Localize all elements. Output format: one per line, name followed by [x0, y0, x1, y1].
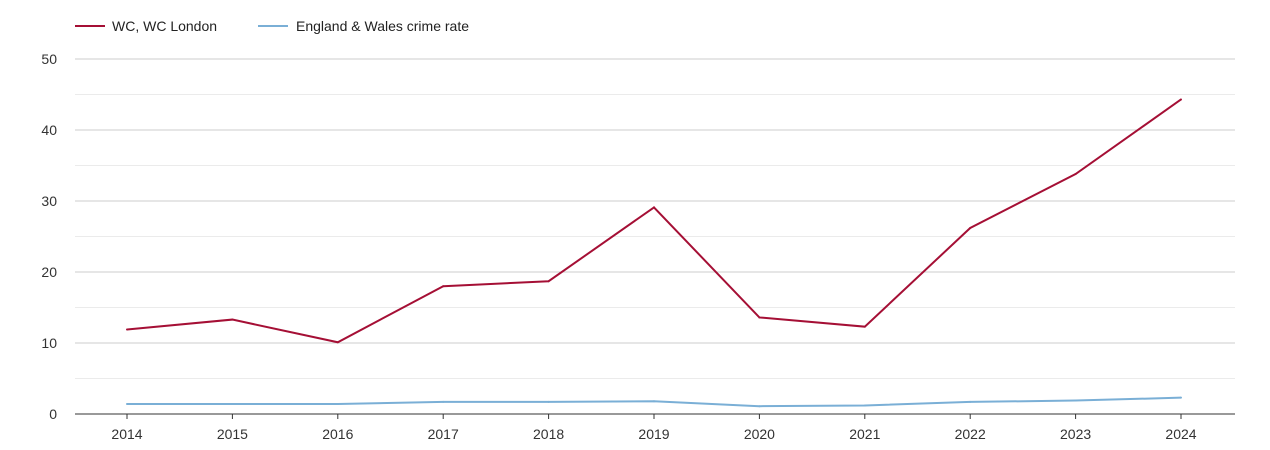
gridlines [75, 58, 1235, 379]
data-point-england-wales[interactable] [442, 400, 445, 403]
data-point-wc-london[interactable] [547, 280, 550, 283]
data-point-england-wales[interactable] [336, 403, 339, 406]
legend-item-england-wales[interactable]: England & Wales crime rate [258, 18, 469, 34]
x-tick-label: 2014 [111, 426, 142, 442]
y-tick-label: 40 [41, 122, 57, 138]
data-point-wc-london[interactable] [969, 226, 972, 229]
data-point-wc-london[interactable] [653, 206, 655, 209]
data-point-wc-london[interactable] [1074, 173, 1077, 176]
data-point-england-wales[interactable] [969, 400, 972, 403]
y-tick-label: 10 [41, 335, 57, 351]
x-tick-label: 2023 [1060, 426, 1091, 442]
x-tick-label: 2017 [428, 426, 459, 442]
y-tick-label: 30 [41, 193, 57, 209]
data-point-england-wales[interactable] [1074, 399, 1077, 402]
data-point-england-wales[interactable] [863, 404, 866, 407]
x-tick-label: 2021 [849, 426, 880, 442]
y-tick-label: 50 [41, 51, 57, 67]
data-point-wc-london[interactable] [442, 285, 445, 288]
y-axis: 0 10 20 30 40 50 [41, 51, 57, 422]
data-point-england-wales[interactable] [758, 405, 761, 408]
data-point-wc-london[interactable] [863, 325, 866, 328]
legend-item-wc-london[interactable]: WC, WC London [75, 18, 217, 34]
x-axis: 2014 2015 2016 2017 2018 2019 2020 2021 2022 2023… [75, 413, 1235, 442]
x-tick-label: 2020 [744, 426, 775, 442]
data-point-wc-london[interactable] [231, 318, 234, 321]
x-tick-label: 2015 [217, 426, 248, 442]
data-point-wc-london[interactable] [126, 328, 128, 331]
data-point-wc-london[interactable] [1180, 98, 1182, 101]
x-tick-label: 2022 [955, 426, 986, 442]
data-point-england-wales[interactable] [653, 400, 655, 403]
data-point-wc-london[interactable] [758, 316, 761, 319]
x-tick-label: 2016 [322, 426, 353, 442]
legend: WC, WC London England & Wales crime rate [75, 18, 469, 34]
y-tick-label: 0 [49, 406, 57, 422]
data-point-england-wales[interactable] [1180, 396, 1182, 399]
legend-label-england-wales: England & Wales crime rate [296, 18, 469, 34]
data-point-england-wales[interactable] [231, 403, 234, 406]
x-tick-label: 2019 [638, 426, 669, 442]
data-point-england-wales[interactable] [126, 403, 128, 406]
legend-label-wc-london: WC, WC London [112, 18, 217, 34]
x-tick-label: 2024 [1165, 426, 1196, 442]
series-layer [126, 98, 1182, 408]
data-point-wc-london[interactable] [336, 341, 339, 344]
series-line-wc-london[interactable] [126, 98, 1182, 344]
data-point-england-wales[interactable] [547, 400, 550, 403]
y-tick-label: 20 [41, 264, 57, 280]
x-tick-label: 2018 [533, 426, 564, 442]
